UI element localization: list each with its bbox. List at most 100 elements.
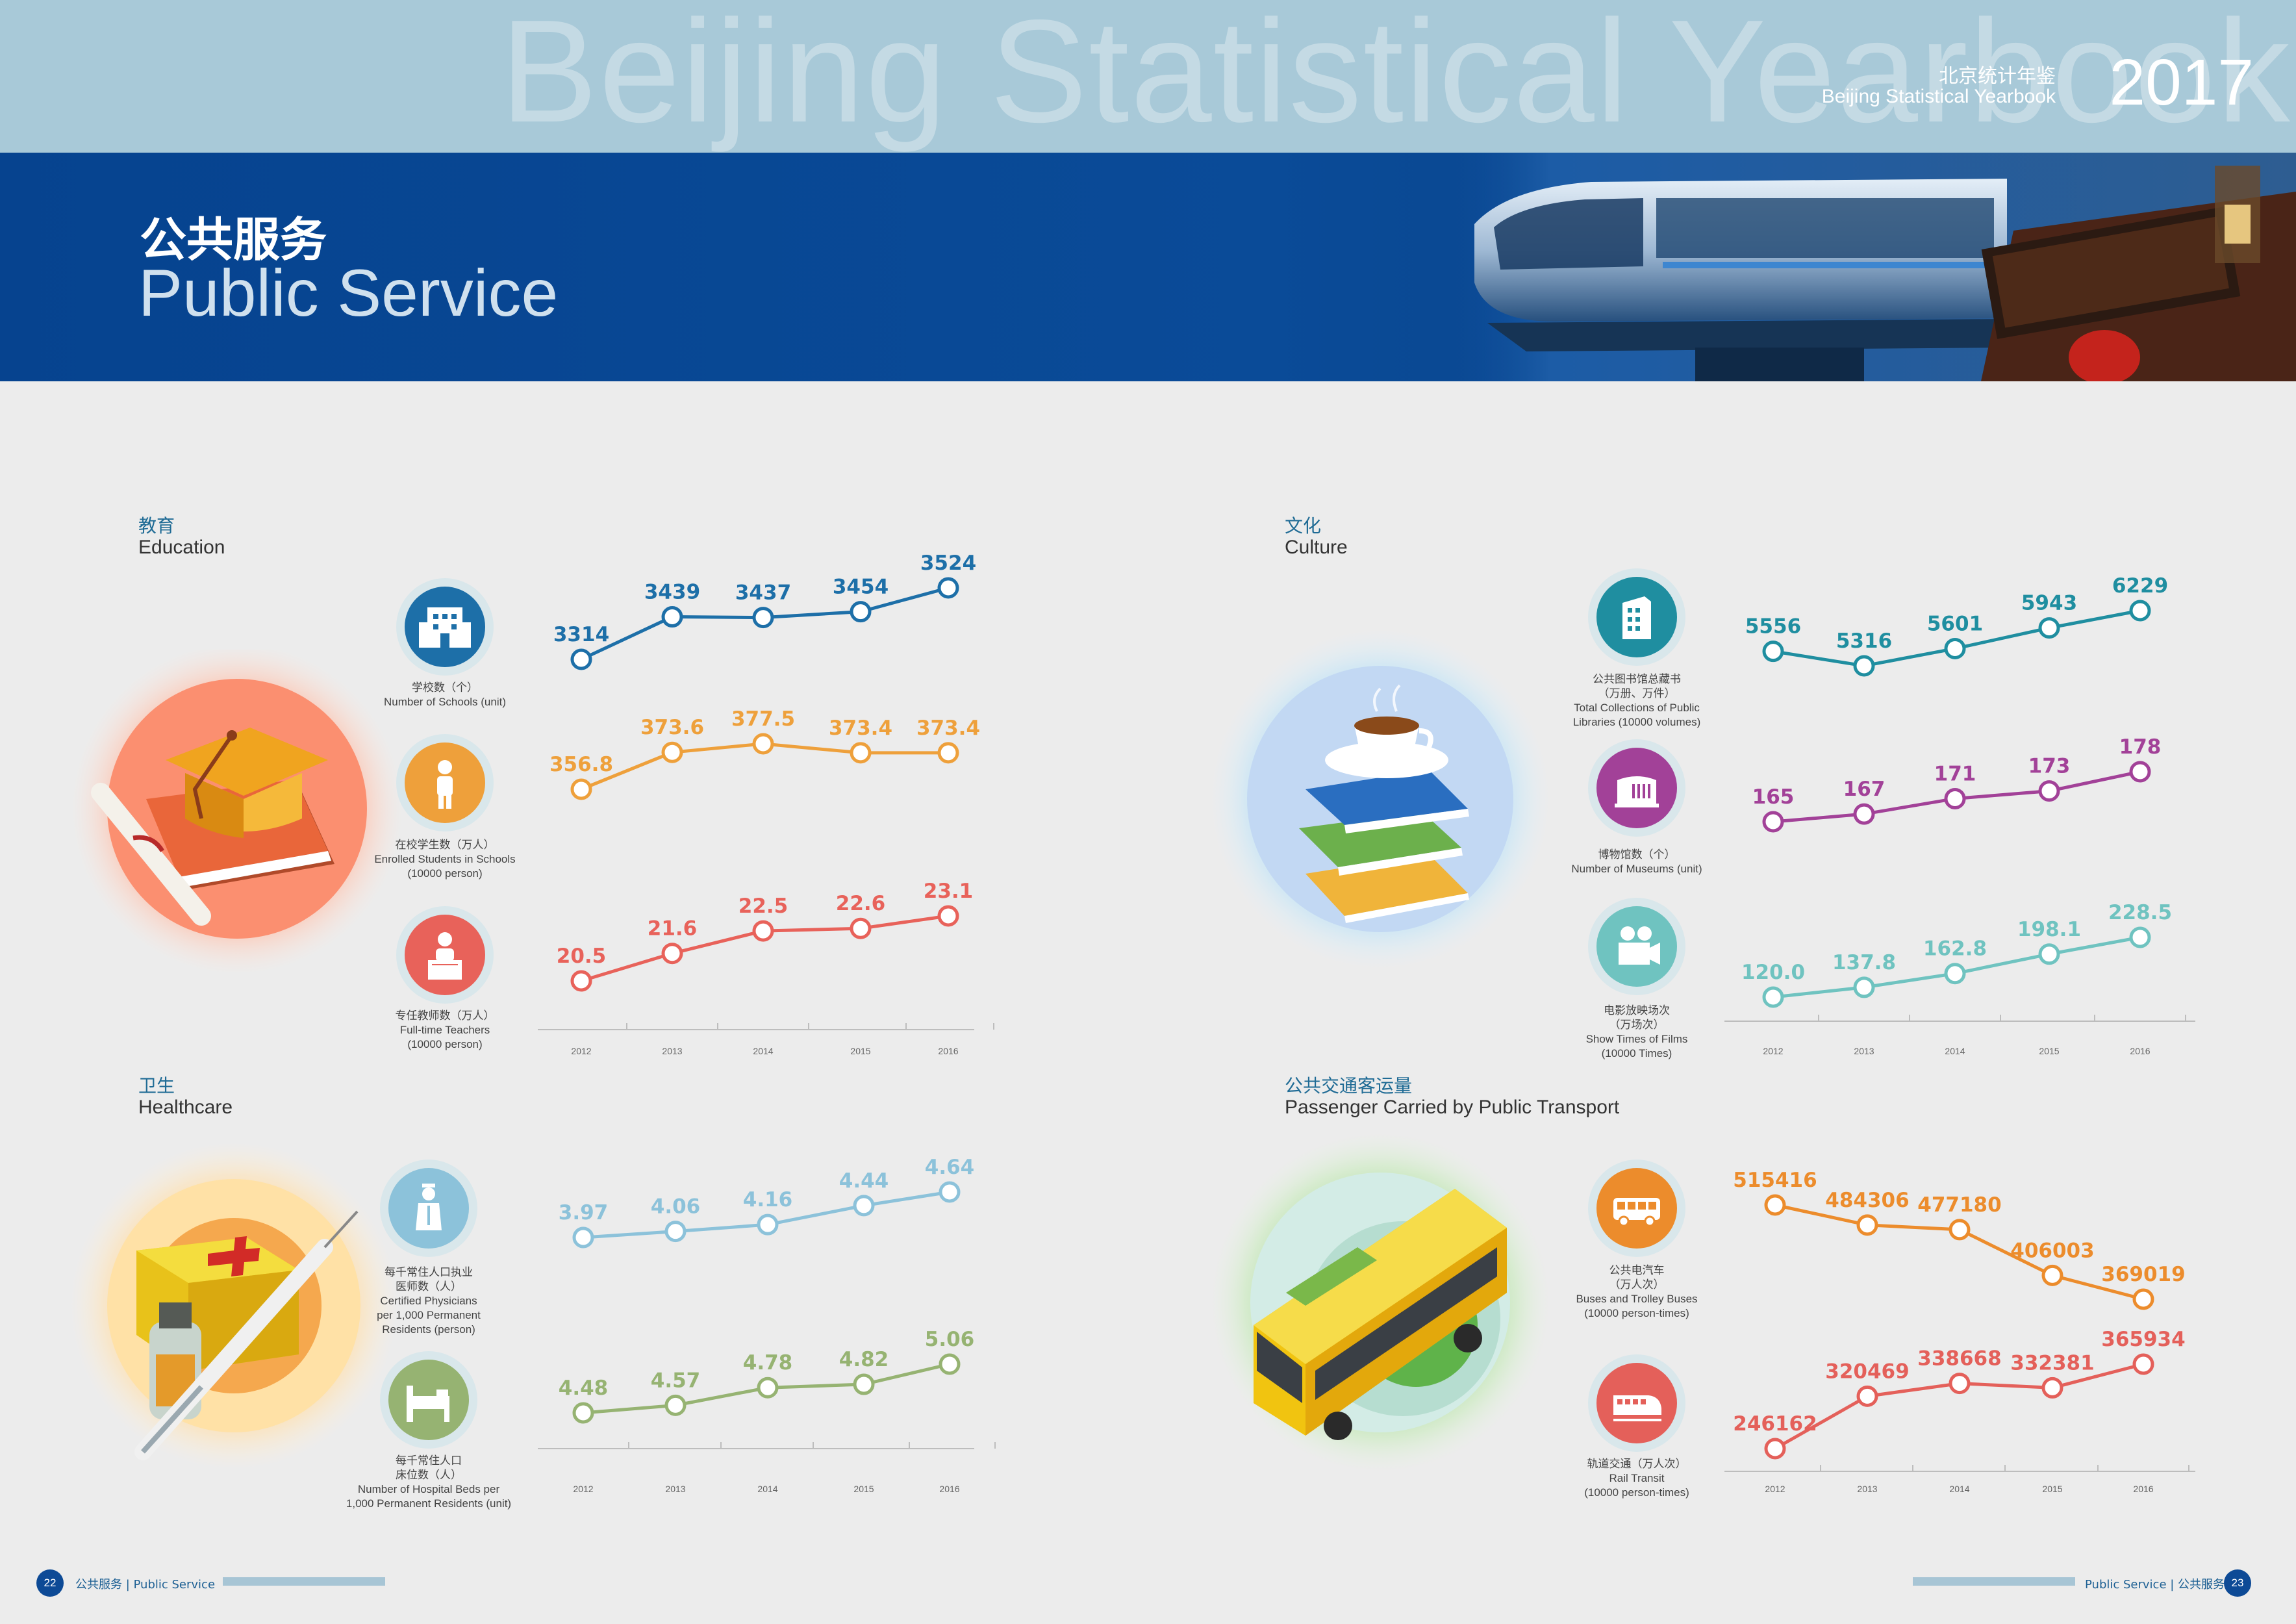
education-series-2-data-label: 22.6 xyxy=(836,892,886,915)
healthcare-series-0-point xyxy=(757,1213,779,1236)
background-wordmark: Beijing Statistical Yearbook xyxy=(500,0,2291,153)
film-caption: 电影放映场次 （万场次） Show Times of Films (10000 … xyxy=(1585,1004,1688,1059)
culture-series-2-data-label: 162.8 xyxy=(1923,937,1987,961)
culture-series-2-point xyxy=(2038,943,2060,965)
healthcare-title-cn: 卫生 xyxy=(138,1075,175,1097)
education-series-2-data-label: 23.1 xyxy=(924,880,974,903)
transport-series-1-data-label: 320469 xyxy=(1825,1360,1909,1383)
culture-series-1-point xyxy=(2038,780,2060,802)
library-badge xyxy=(1588,568,1685,666)
culture-series-0-point xyxy=(2129,600,2151,622)
education-series-2-point xyxy=(570,970,592,992)
physicians-caption: 每千常住人口执业 医师数（人） Certified Physicians per… xyxy=(377,1266,481,1336)
education-tick-label: 2012 xyxy=(571,1046,591,1056)
transport-series-1-data-label: 365934 xyxy=(2101,1328,2185,1351)
culture-series-2-point xyxy=(1853,976,1875,998)
education-series-2-point xyxy=(752,920,774,942)
transport-tick-label: 2012 xyxy=(1765,1484,1785,1494)
left-footer-label: 公共服务 | Public Service xyxy=(75,1578,216,1592)
education-series-1-point xyxy=(661,741,683,763)
culture-series-1-point xyxy=(1762,811,1784,833)
healthcare-series-1-point xyxy=(664,1394,687,1416)
hospital-bed-badge xyxy=(380,1351,477,1449)
education-tick-label: 2015 xyxy=(850,1046,870,1056)
transport-series-1-point xyxy=(2041,1377,2063,1399)
culture-tick-label: 2016 xyxy=(2130,1046,2150,1056)
education-series-0-data-label: 3524 xyxy=(920,552,976,575)
healthcare-illustration xyxy=(70,1142,397,1469)
healthcare-series-0-data-label: 4.44 xyxy=(839,1169,889,1193)
culture-series-1-point xyxy=(1944,787,1966,809)
culture-series-2-point xyxy=(2129,926,2151,948)
transport-series-0-point xyxy=(1949,1219,1971,1241)
schools-caption: 学校数（个） Number of Schools (unit) xyxy=(383,681,507,708)
transport-series-1-point xyxy=(1856,1385,1878,1407)
buses-caption: 公共电汽车 （万人次） Buses and Trolley Buses (100… xyxy=(1576,1264,1698,1319)
teacher-icon xyxy=(428,932,462,980)
transport-series-1-data-label: 246162 xyxy=(1733,1412,1817,1436)
healthcare-series-0-point xyxy=(939,1181,961,1203)
school-building-badge xyxy=(396,578,494,676)
education-series-1-data-label: 373.4 xyxy=(916,717,980,740)
train-icon xyxy=(1613,1395,1661,1421)
healthcare-tick-label: 2014 xyxy=(757,1484,777,1494)
culture-series-1-data-label: 171 xyxy=(1934,762,1976,785)
culture-series-0-data-label: 5316 xyxy=(1836,629,1892,653)
transport-series-0-point xyxy=(1764,1194,1786,1216)
transport-title-en: Passenger Carried by Public Transport xyxy=(1285,1097,1620,1118)
education-series-0-data-label: 3454 xyxy=(833,576,889,599)
education-tick-label: 2016 xyxy=(938,1046,958,1056)
education-tick-label: 2013 xyxy=(662,1046,682,1056)
transport-tick-label: 2014 xyxy=(1949,1484,1969,1494)
transport-series-0-data-label: 369019 xyxy=(2101,1263,2185,1286)
culture-series-2-point xyxy=(1762,986,1784,1008)
education-series-0-point xyxy=(850,601,872,623)
culture-series-0-point xyxy=(1762,641,1784,663)
top-header-band: Beijing Statistical Yearbook 北京统计年鉴 Beij… xyxy=(0,0,2296,153)
education-series-0-data-label: 3437 xyxy=(735,581,791,605)
library-caption: 公共图书馆总藏书 （万册、万件） Total Collections of Pu… xyxy=(1572,673,1701,728)
education-series-0-point xyxy=(752,607,774,629)
healthcare-tick-label: 2013 xyxy=(665,1484,685,1494)
transport-tick-label: 2016 xyxy=(2133,1484,2153,1494)
education-title-en: Education xyxy=(138,537,225,558)
culture-title-cn: 文化 xyxy=(1285,515,1322,537)
culture-series-1-data-label: 178 xyxy=(2119,735,2162,759)
healthcare-chart: 2012 2013 2014 2015 2016 3.97 4.06 4.16 4.44 4.64… xyxy=(538,1156,996,1494)
education-series-0-data-label: 3439 xyxy=(644,581,700,604)
student-badge xyxy=(396,734,494,831)
culture-series-2-data-label: 198.1 xyxy=(2017,918,2081,941)
culture-series-2-data-label: 228.5 xyxy=(2108,901,2172,924)
healthcare-tick-label: 2016 xyxy=(939,1484,959,1494)
film-badge xyxy=(1588,898,1685,995)
rail-caption: 轨道交通（万人次） Rail Transit (10000 person-tim… xyxy=(1584,1458,1689,1499)
healthcare-series-0-point xyxy=(853,1195,875,1217)
transport-series-1-data-label: 338668 xyxy=(1917,1347,2001,1371)
education-series-1-data-label: 373.6 xyxy=(640,716,704,739)
healthcare-series-1-data-label: 4.82 xyxy=(839,1348,889,1371)
culture-series-1-data-label: 167 xyxy=(1843,778,1886,801)
museum-caption: 博物馆数（个） Number of Museums (unit) xyxy=(1571,848,1702,875)
culture-tick-label: 2015 xyxy=(2039,1046,2059,1056)
transport-series-1-point xyxy=(2132,1353,2154,1375)
students-caption: 在校学生数（万人） Enrolled Students in Schools (… xyxy=(374,839,516,880)
culture-series-0-data-label: 5943 xyxy=(2021,592,2077,615)
culture-series-0-point xyxy=(1853,655,1875,677)
bus-badge xyxy=(1588,1160,1685,1257)
education-series-1-data-label: 373.4 xyxy=(829,717,892,740)
culture-series-0-point xyxy=(1944,637,1966,659)
education-chart: 2012 2013 2014 2015 2016 3314 3439 3437 3454 3524… xyxy=(538,552,994,1056)
physician-icon xyxy=(416,1184,442,1230)
header-photo-train-gate xyxy=(1448,153,2296,381)
transport-series-0-point xyxy=(1856,1214,1878,1236)
culture-series-1-point xyxy=(2129,761,2151,783)
education-tick-label: 2014 xyxy=(753,1046,773,1056)
education-series-2-point xyxy=(937,905,959,927)
culture-series-1-data-label: 165 xyxy=(1752,785,1795,809)
teacher-badge xyxy=(396,906,494,1004)
left-footer-bar xyxy=(223,1577,385,1586)
culture-series-2-point xyxy=(1944,963,1966,985)
right-footer-bar xyxy=(1913,1577,2075,1586)
culture-series-2-data-label: 137.8 xyxy=(1832,951,1896,974)
page-title-cn: 公共服务 xyxy=(140,212,327,267)
